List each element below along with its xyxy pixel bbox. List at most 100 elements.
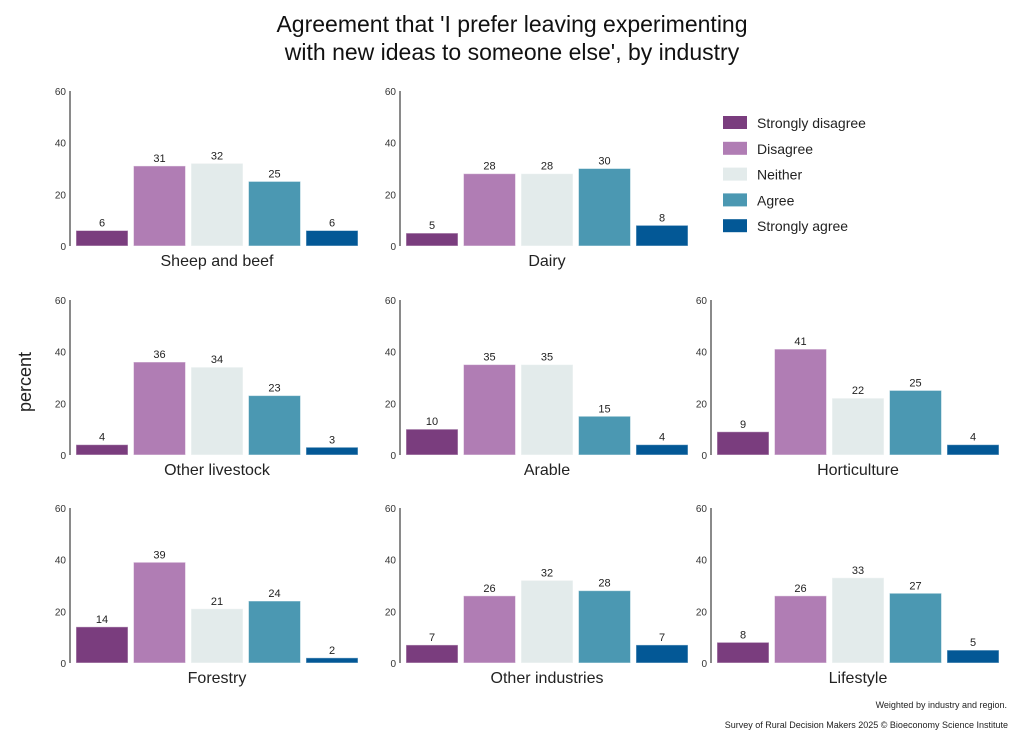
bar-value-label: 26 — [483, 583, 495, 595]
caption-source: Survey of Rural Decision Makers 2025 © B… — [725, 720, 1008, 730]
panel-label: Forestry — [188, 670, 247, 687]
y-tick-label: 60 — [55, 296, 67, 307]
bar-strongly-disagree — [716, 641, 770, 664]
legend-item-agree: Agree — [723, 192, 795, 208]
legend-item-neither: Neither — [723, 167, 802, 183]
y-tick-label: 0 — [60, 451, 66, 462]
bar-agree — [578, 168, 631, 247]
bar-neither — [190, 608, 244, 664]
title-line-1: Agreement that 'I prefer leaving experim… — [276, 11, 747, 37]
bar-value-label: 27 — [909, 580, 921, 592]
panel-label: Dairy — [528, 253, 565, 270]
legend-swatch — [723, 167, 747, 181]
legend-label: Neither — [757, 167, 802, 183]
bar-strongly-agree — [305, 230, 359, 247]
legend-swatch — [723, 141, 747, 155]
bar-agree — [248, 180, 301, 247]
legend-swatch — [723, 116, 747, 129]
bar-neither — [190, 162, 244, 247]
y-tick-label: 0 — [60, 659, 66, 670]
y-tick-label: 0 — [390, 451, 396, 462]
panel-label: Lifestyle — [829, 670, 888, 687]
panel-label: Other industries — [491, 670, 604, 687]
bar-strongly-agree — [635, 224, 689, 247]
y-tick-label: 40 — [385, 556, 397, 567]
bar-value-label: 28 — [598, 578, 610, 590]
bar-value-label: 5 — [429, 220, 435, 232]
panel-arable: 0 20 40 60 10 35 35 15 4 Arable — [385, 296, 689, 479]
y-tick-label: 60 — [385, 504, 397, 515]
bar-strongly-disagree — [75, 230, 129, 247]
bar-disagree — [133, 561, 186, 664]
bar-agree — [578, 415, 631, 456]
y-tick-label: 20 — [696, 399, 708, 410]
bar-value-label: 31 — [153, 153, 165, 165]
bar-value-label: 6 — [329, 218, 335, 230]
legend-item-disagree: Disagree — [723, 141, 813, 157]
y-tick-label: 60 — [55, 504, 67, 515]
y-tick-label: 20 — [385, 607, 397, 618]
bar-value-label: 36 — [153, 349, 165, 361]
panel-other-industries: 0 20 40 60 7 26 32 28 7 Other industries — [385, 504, 689, 687]
y-tick-label: 60 — [385, 296, 397, 307]
panel-sheep-and-beef: 0 20 40 60 6 31 32 25 6 Sheep and beef — [55, 87, 359, 270]
bar-value-label: 32 — [541, 567, 553, 579]
bar-value-label: 25 — [909, 377, 921, 389]
bar-value-label: 5 — [970, 637, 976, 649]
bar-agree — [248, 600, 301, 664]
bar-strongly-agree — [946, 649, 1000, 664]
bar-value-label: 28 — [541, 161, 553, 173]
y-tick-label: 40 — [696, 348, 708, 359]
legend-label: Strongly disagree — [757, 115, 866, 131]
legend: Strongly disagree Disagree Neither Agree Str… — [723, 115, 866, 234]
y-tick-label: 20 — [55, 190, 67, 201]
bar-value-label: 26 — [794, 583, 806, 595]
y-tick-label: 0 — [60, 242, 66, 253]
y-tick-label: 60 — [696, 504, 708, 515]
bar-value-label: 25 — [268, 168, 280, 180]
bar-value-label: 22 — [852, 385, 864, 397]
bar-strongly-agree — [635, 444, 689, 456]
panel-dairy: 0 20 40 60 5 28 28 30 8 Dairy — [385, 87, 689, 270]
y-tick-label: 40 — [55, 556, 67, 567]
bar-disagree — [133, 361, 186, 456]
y-tick-label: 20 — [55, 399, 67, 410]
bar-value-label: 8 — [659, 212, 665, 224]
bar-disagree — [774, 595, 827, 664]
bar-value-label: 30 — [598, 156, 610, 168]
bar-value-label: 7 — [659, 632, 665, 644]
bar-disagree — [774, 348, 827, 456]
bar-value-label: 23 — [268, 383, 280, 395]
bar-neither — [520, 173, 574, 247]
y-tick-label: 40 — [385, 348, 397, 359]
panel-label: Other livestock — [164, 462, 271, 479]
bar-value-label: 34 — [211, 354, 223, 366]
y-tick-label: 60 — [385, 87, 397, 98]
panel-label: Horticulture — [817, 462, 899, 479]
y-tick-label: 40 — [696, 556, 708, 567]
legend-label: Disagree — [757, 141, 813, 157]
captions: Weighted by industry and region. Survey … — [725, 700, 1008, 730]
bar-value-label: 35 — [541, 352, 553, 364]
panel-label: Arable — [524, 462, 570, 479]
bar-value-label: 4 — [99, 432, 105, 444]
bar-value-label: 15 — [598, 403, 610, 415]
bar-value-label: 3 — [329, 434, 335, 446]
bar-disagree — [463, 173, 516, 247]
y-tick-label: 40 — [55, 139, 67, 150]
y-tick-label: 20 — [385, 399, 397, 410]
legend-swatch — [723, 193, 747, 207]
bar-strongly-agree — [305, 657, 359, 664]
bar-value-label: 4 — [659, 432, 665, 444]
bar-strongly-disagree — [716, 431, 770, 456]
bar-agree — [889, 592, 942, 664]
y-tick-label: 60 — [696, 296, 708, 307]
panel-forestry: 0 20 40 60 14 39 21 24 2 Forestry — [55, 504, 359, 687]
bar-disagree — [463, 595, 516, 664]
bar-agree — [889, 389, 942, 456]
bar-strongly-agree — [635, 644, 689, 664]
y-tick-label: 0 — [390, 659, 396, 670]
bar-strongly-disagree — [405, 644, 459, 664]
y-tick-label: 0 — [701, 451, 707, 462]
